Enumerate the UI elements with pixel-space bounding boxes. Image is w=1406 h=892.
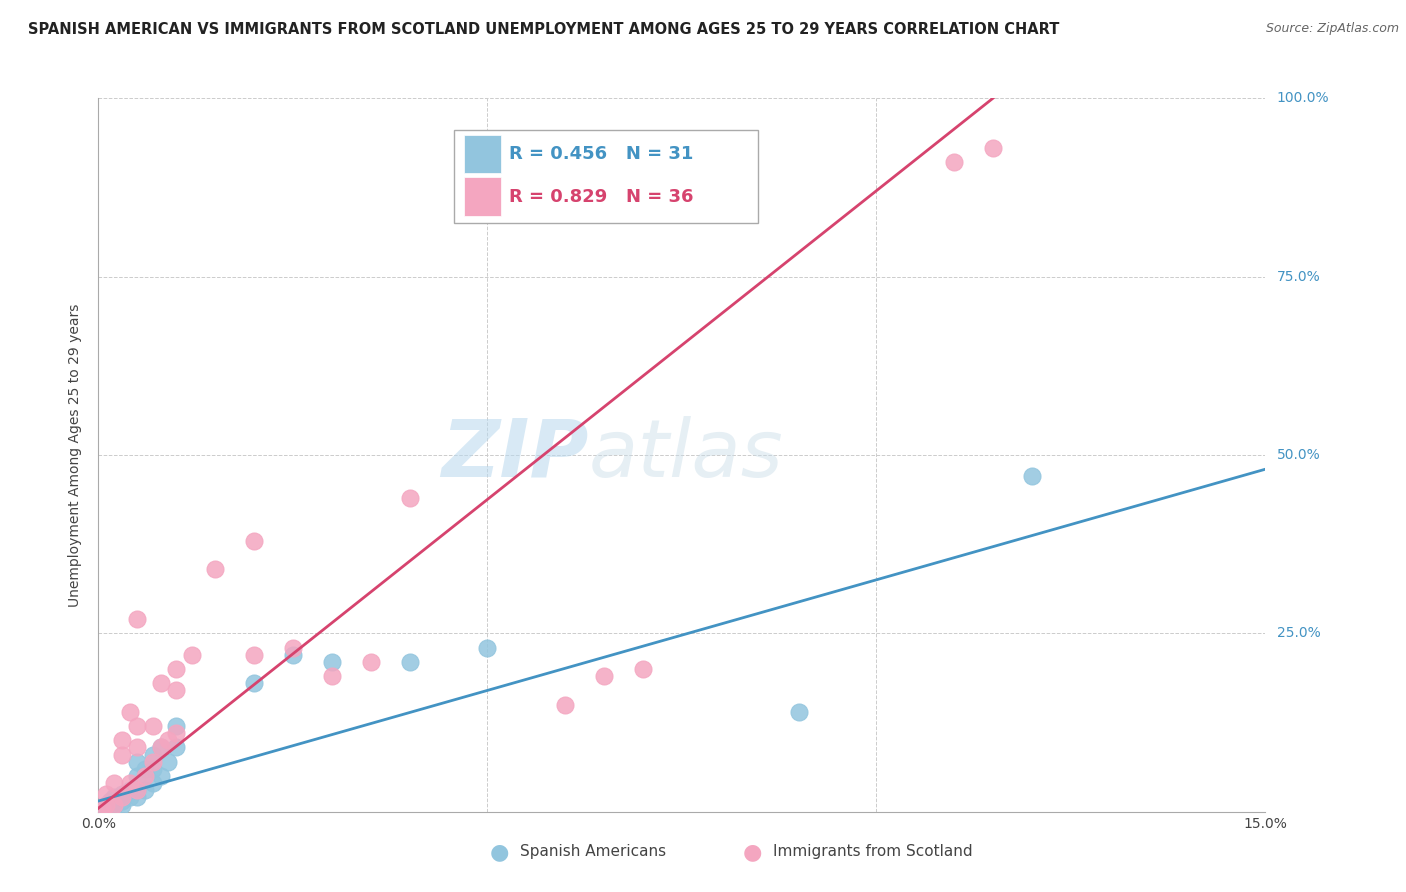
Point	[103, 797, 125, 812]
Point	[127, 783, 149, 797]
FancyBboxPatch shape	[454, 130, 758, 223]
Text: 25.0%: 25.0%	[1277, 626, 1320, 640]
Point	[149, 769, 172, 783]
Point	[142, 747, 165, 762]
Point	[98, 794, 121, 808]
Point	[127, 783, 149, 797]
Point	[118, 783, 141, 797]
Point	[398, 491, 420, 505]
Text: Source: ZipAtlas.com: Source: ZipAtlas.com	[1265, 22, 1399, 36]
Point	[787, 705, 810, 719]
Point	[981, 141, 1004, 155]
Point	[111, 787, 134, 801]
Point	[554, 698, 576, 712]
Point	[111, 733, 134, 747]
Point	[142, 755, 165, 769]
Point	[398, 655, 420, 669]
Point	[142, 762, 165, 776]
Text: R = 0.829   N = 36: R = 0.829 N = 36	[509, 187, 693, 205]
Point	[281, 648, 304, 662]
Point	[165, 726, 187, 740]
Point	[243, 648, 266, 662]
Point	[103, 776, 125, 790]
FancyBboxPatch shape	[464, 178, 501, 216]
Point	[127, 740, 149, 755]
Point	[142, 776, 165, 790]
Point	[127, 612, 149, 626]
Point	[157, 733, 180, 747]
Point	[118, 790, 141, 805]
Text: 100.0%: 100.0%	[1277, 91, 1329, 105]
Text: Spanish Americans: Spanish Americans	[520, 845, 666, 859]
Text: 75.0%: 75.0%	[1277, 269, 1320, 284]
Point	[127, 755, 149, 769]
Point	[127, 719, 149, 733]
FancyBboxPatch shape	[464, 135, 501, 173]
Point	[111, 747, 134, 762]
Point	[91, 801, 114, 815]
Point	[281, 640, 304, 655]
Point	[103, 799, 125, 814]
Point	[943, 155, 966, 169]
Point	[127, 790, 149, 805]
Point	[118, 776, 141, 790]
Point	[477, 640, 499, 655]
Point	[111, 790, 134, 805]
Point	[243, 676, 266, 690]
Point	[149, 740, 172, 755]
Point	[96, 797, 118, 812]
Point	[165, 662, 187, 676]
Point	[165, 740, 187, 755]
Point	[118, 705, 141, 719]
Text: ZIP: ZIP	[441, 416, 589, 494]
Point	[1021, 469, 1043, 483]
Point	[321, 669, 343, 683]
Point	[127, 769, 149, 783]
Point	[149, 740, 172, 755]
Point	[134, 762, 156, 776]
Text: ●: ●	[742, 842, 762, 862]
Point	[157, 755, 180, 769]
Point	[134, 769, 156, 783]
Point	[593, 669, 616, 683]
Text: 50.0%: 50.0%	[1277, 448, 1320, 462]
Point	[134, 783, 156, 797]
Point	[165, 719, 187, 733]
Text: SPANISH AMERICAN VS IMMIGRANTS FROM SCOTLAND UNEMPLOYMENT AMONG AGES 25 TO 29 YE: SPANISH AMERICAN VS IMMIGRANTS FROM SCOT…	[28, 22, 1060, 37]
Point	[111, 797, 134, 812]
Point	[360, 655, 382, 669]
Point	[165, 683, 187, 698]
Point	[243, 533, 266, 548]
Point	[180, 648, 202, 662]
Point	[111, 794, 134, 808]
Point	[631, 662, 654, 676]
Point	[103, 790, 125, 805]
Text: R = 0.456   N = 31: R = 0.456 N = 31	[509, 145, 693, 162]
Text: Immigrants from Scotland: Immigrants from Scotland	[773, 845, 973, 859]
Y-axis label: Unemployment Among Ages 25 to 29 years: Unemployment Among Ages 25 to 29 years	[69, 303, 83, 607]
Text: atlas: atlas	[589, 416, 783, 494]
Point	[149, 676, 172, 690]
Point	[96, 787, 118, 801]
Point	[321, 655, 343, 669]
Text: ●: ●	[489, 842, 509, 862]
Point	[93, 801, 115, 815]
Point	[96, 797, 118, 812]
Point	[142, 719, 165, 733]
Point	[204, 562, 226, 576]
